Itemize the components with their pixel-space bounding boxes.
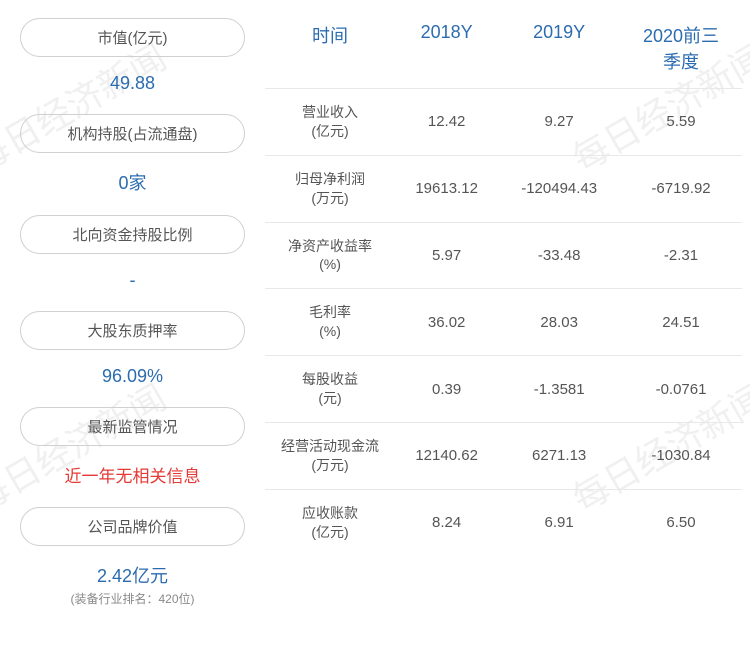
table-body: 营业收入(亿元) 12.42 9.27 5.59 归母净利润(万元) 19613… — [265, 89, 742, 556]
metric-value-regulatory: 近一年无相关信息 — [20, 452, 245, 501]
row-label: 毛利率(%) — [265, 289, 395, 356]
metric-label-institutional: 机构持股(占流通盘) — [20, 114, 245, 153]
row-label: 经营活动现金流(万元) — [265, 422, 395, 489]
cell: -33.48 — [498, 222, 620, 289]
table-row: 应收账款(亿元) 8.24 6.91 6.50 — [265, 489, 742, 555]
cell: 12.42 — [395, 89, 498, 156]
table-row: 经营活动现金流(万元) 12140.62 6271.13 -1030.84 — [265, 422, 742, 489]
metric-label-brand: 公司品牌价值 — [20, 507, 245, 546]
cell: 6.91 — [498, 489, 620, 555]
metric-value-institutional: 0家 — [20, 159, 245, 209]
metric-label-pledge: 大股东质押率 — [20, 311, 245, 350]
table-row: 营业收入(亿元) 12.42 9.27 5.59 — [265, 89, 742, 156]
row-label: 应收账款(亿元) — [265, 489, 395, 555]
col-header-time: 时间 — [265, 10, 395, 89]
metric-value-northbound: - — [20, 260, 245, 305]
cell: 8.24 — [395, 489, 498, 555]
cell: -1.3581 — [498, 356, 620, 423]
table-row: 每股收益(元) 0.39 -1.3581 -0.0761 — [265, 356, 742, 423]
cell: -6719.92 — [620, 155, 742, 222]
cell: 5.59 — [620, 89, 742, 156]
metrics-panel: 市值(亿元) 49.88 机构持股(占流通盘) 0家 北向资金持股比例 - 大股… — [0, 0, 265, 667]
metric-label-northbound: 北向资金持股比例 — [20, 215, 245, 254]
cell: -120494.43 — [498, 155, 620, 222]
cell: 36.02 — [395, 289, 498, 356]
metric-label-market-cap: 市值(亿元) — [20, 18, 245, 57]
metric-value-brand: 2.42亿元 — [20, 552, 245, 592]
cell: 28.03 — [498, 289, 620, 356]
cell: -0.0761 — [620, 356, 742, 423]
table-row: 毛利率(%) 36.02 28.03 24.51 — [265, 289, 742, 356]
row-label: 归母净利润(万元) — [265, 155, 395, 222]
row-label: 营业收入(亿元) — [265, 89, 395, 156]
cell: 12140.62 — [395, 422, 498, 489]
financial-table: 时间 2018Y 2019Y 2020前三季度 营业收入(亿元) 12.42 9… — [265, 10, 742, 555]
cell: 0.39 — [395, 356, 498, 423]
financial-table-panel: 时间 2018Y 2019Y 2020前三季度 营业收入(亿元) 12.42 9… — [265, 0, 750, 667]
table-row: 归母净利润(万元) 19613.12 -120494.43 -6719.92 — [265, 155, 742, 222]
metric-value-pledge: 96.09% — [20, 356, 245, 401]
cell: -1030.84 — [620, 422, 742, 489]
cell: 24.51 — [620, 289, 742, 356]
table-row: 净资产收益率(%) 5.97 -33.48 -2.31 — [265, 222, 742, 289]
metric-sub-brand: (装备行业排名：420位) — [20, 590, 245, 613]
row-label: 每股收益(元) — [265, 356, 395, 423]
cell: 19613.12 — [395, 155, 498, 222]
cell: 5.97 — [395, 222, 498, 289]
cell: -2.31 — [620, 222, 742, 289]
cell: 6271.13 — [498, 422, 620, 489]
main-container: 市值(亿元) 49.88 机构持股(占流通盘) 0家 北向资金持股比例 - 大股… — [0, 0, 750, 667]
col-header-2018: 2018Y — [395, 10, 498, 89]
cell: 9.27 — [498, 89, 620, 156]
metric-value-market-cap: 49.88 — [20, 63, 245, 108]
row-label: 净资产收益率(%) — [265, 222, 395, 289]
col-header-2020q3: 2020前三季度 — [620, 10, 742, 89]
cell: 6.50 — [620, 489, 742, 555]
table-header-row: 时间 2018Y 2019Y 2020前三季度 — [265, 10, 742, 89]
col-header-2019: 2019Y — [498, 10, 620, 89]
metric-label-regulatory: 最新监管情况 — [20, 407, 245, 446]
